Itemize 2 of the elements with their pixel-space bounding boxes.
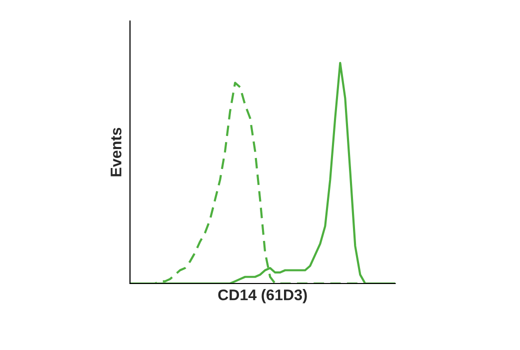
x-axis-title: CD14 (61D3) — [218, 289, 307, 304]
y-axis-title: Events — [110, 128, 122, 176]
